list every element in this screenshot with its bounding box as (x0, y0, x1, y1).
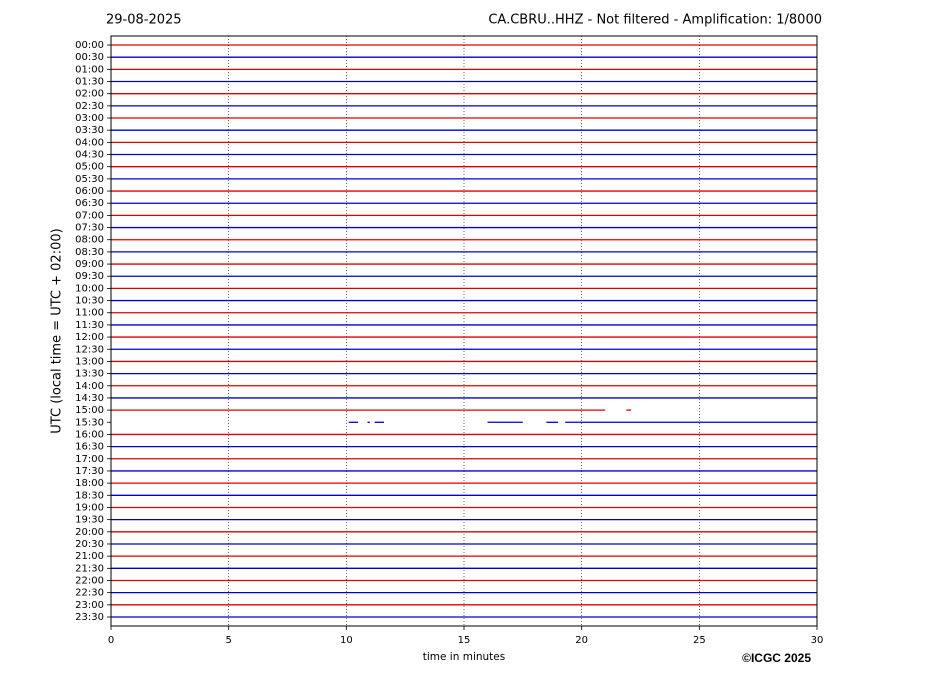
y-tick-label: 10:30 (75, 296, 104, 307)
y-tick-label: 08:00 (75, 235, 104, 246)
y-tick-label: 10:00 (75, 283, 104, 294)
title-left: 29-08-2025 (106, 13, 182, 28)
x-tick-label: 30 (811, 635, 824, 646)
y-tick-label: 03:30 (75, 125, 104, 136)
plot-frame (110, 35, 818, 627)
y-tick-label: 01:00 (75, 64, 104, 75)
y-tick-label: 11:30 (75, 320, 104, 331)
y-tick-label: 18:00 (75, 478, 104, 489)
credit: ©ICGC 2025 (742, 651, 811, 665)
y-tick-label: 05:30 (75, 174, 104, 185)
y-tick-label: 13:00 (75, 356, 104, 367)
y-tick-label: 08:30 (75, 247, 104, 258)
y-tick-label: 14:00 (75, 381, 104, 392)
x-tick-label: 25 (693, 635, 706, 646)
y-tick-label: 14:30 (75, 393, 104, 404)
y-tick-label: 13:30 (75, 369, 104, 380)
y-tick-label: 15:30 (75, 417, 104, 428)
x-axis-label: time in minutes (423, 651, 505, 663)
title-right: CA.CBRU..HHZ - Not filtered - Amplificat… (488, 13, 822, 28)
y-tick-label: 05:00 (75, 162, 104, 173)
x-tick-label: 20 (575, 635, 588, 646)
y-tick-label: 06:00 (75, 186, 104, 197)
y-tick-label: 02:00 (75, 89, 104, 100)
y-tick-label: 07:30 (75, 223, 104, 234)
y-tick-label: 16:00 (75, 429, 104, 440)
y-tick-label: 21:00 (75, 551, 104, 562)
y-tick-label: 19:30 (75, 515, 104, 526)
y-tick-label: 09:30 (75, 271, 104, 282)
y-tick-label: 07:00 (75, 210, 104, 221)
y-tick-label: 02:30 (75, 101, 104, 112)
y-tick-label: 00:00 (75, 40, 104, 51)
y-tick-label: 20:30 (75, 539, 104, 550)
y-tick-label: 01:30 (75, 77, 104, 88)
x-tick-label: 15 (458, 635, 471, 646)
y-tick-label: 16:30 (75, 442, 104, 453)
y-tick-label: 04:30 (75, 150, 104, 161)
y-tick-label: 23:30 (75, 612, 104, 623)
y-tick-label: 06:30 (75, 198, 104, 209)
y-tick-label: 00:30 (75, 52, 104, 63)
x-tick-label: 5 (225, 635, 231, 646)
y-tick-label: 04:00 (75, 137, 104, 148)
y-tick-label: 15:00 (75, 405, 104, 416)
y-tick-label: 23:00 (75, 600, 104, 611)
y-tick-label: 20:00 (75, 527, 104, 538)
y-tick-label: 21:30 (75, 563, 104, 574)
y-tick-label: 19:00 (75, 502, 104, 513)
y-tick-label: 03:00 (75, 113, 104, 124)
y-tick-label: 12:30 (75, 344, 104, 355)
y-tick-label: 22:30 (75, 588, 104, 599)
y-tick-label: 18:30 (75, 490, 104, 501)
y-tick-label: 09:00 (75, 259, 104, 270)
y-tick-label: 22:00 (75, 575, 104, 586)
x-tick-label: 0 (108, 635, 114, 646)
y-tick-label: 11:00 (75, 308, 104, 319)
y-axis-label: UTC (local time = UTC + 02:00) (50, 228, 65, 433)
x-tick-label: 10 (340, 635, 353, 646)
y-tick-label: 17:00 (75, 454, 104, 465)
y-tick-label: 12:00 (75, 332, 104, 343)
y-tick-label: 17:30 (75, 466, 104, 477)
